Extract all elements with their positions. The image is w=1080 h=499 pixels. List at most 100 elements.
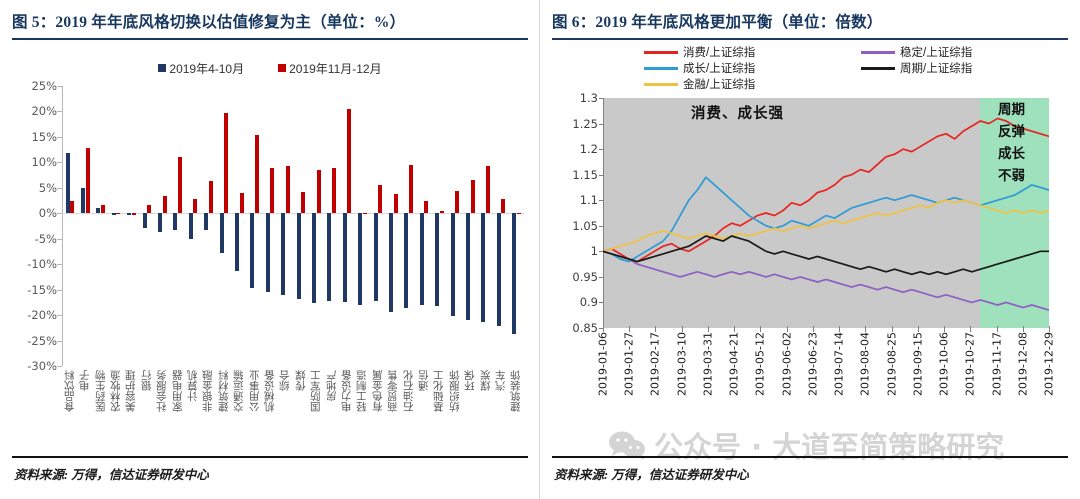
bar-red (285, 165, 290, 214)
y-tick-label: 0% (38, 206, 57, 221)
bar-blue (358, 213, 363, 306)
x-axis-label: 2019-04-21 (727, 332, 741, 396)
x-axis-label: 公用事业 (248, 370, 261, 412)
bar-blue (142, 213, 147, 229)
bar-red (408, 165, 413, 214)
y-tick-label: -30% (27, 359, 57, 373)
x-tick-mark (681, 326, 683, 332)
y-tick-label: -5% (34, 231, 57, 246)
x-axis-label: 2019-07-14 (832, 332, 846, 396)
bar-blue (419, 213, 424, 305)
x-axis-label: 2019-05-12 (753, 332, 767, 396)
x-tick-mark (786, 326, 788, 332)
figure-5-plot-area: 25% 20% 15% 10% 5% 0% -5% -10% -15% -20% -25% -30% (27, 79, 524, 373)
y-tick-mark (57, 340, 62, 342)
x-axis-label: 计算机 (186, 370, 199, 402)
bar-blue (173, 213, 178, 230)
x-axis-label: 电力设备 (340, 370, 353, 412)
bar-red (347, 108, 352, 214)
bar-red (501, 198, 506, 214)
watermark: 公众号 · 大道至简策略研究 (608, 424, 1004, 466)
bar-red (362, 213, 367, 215)
bar-blue (481, 213, 486, 322)
y-tick-mark (57, 187, 62, 189)
y-tick-label: 1.25 (572, 116, 598, 131)
y-tick-label: 1.1 (579, 193, 598, 208)
y-tick-mark (599, 98, 603, 99)
y-tick-label: -10% (27, 257, 57, 272)
x-axis-label: 机械设备 (263, 370, 276, 412)
x-tick-mark (865, 326, 867, 332)
y-tick-label: 0.95 (572, 269, 598, 284)
y-tick-label: -20% (27, 308, 57, 323)
figure-5-top-rule (12, 38, 528, 40)
legend-item-consumer: 消费/上证综指 (578, 44, 813, 60)
figure-5-x-axis-labels: 食品饮料 电子 医药生物 农林牧渔 美容护理 银行 社会服务 家用电器 计算机 非银金融 建筑材料交… (62, 370, 524, 466)
line-series: 消费/上证综指 (603, 118, 1049, 261)
figure-6-source: 资料来源: 万得，信达证券研发中心 (554, 468, 749, 482)
y-tick-mark (57, 264, 62, 266)
bar-red (516, 213, 521, 215)
y-tick-mark (599, 200, 603, 202)
bar-red (239, 192, 244, 214)
x-axis-label: 医药生物 (94, 370, 107, 412)
legend-swatch-blue (158, 64, 167, 72)
x-axis-label: 纺织服饰 (448, 370, 461, 412)
bar-blue (127, 213, 132, 215)
y-tick-label: 1.3 (579, 91, 598, 105)
x-axis-label: 2019-08-04 (858, 332, 872, 396)
line-series: 金融/上证综指 (603, 200, 1049, 251)
bar-red (85, 148, 90, 214)
zero-baseline (62, 213, 524, 215)
legend-item-stable: 稳定/上证综指 (819, 44, 1054, 60)
x-axis-label: 2019-10-27 (963, 332, 977, 396)
y-tick-label: 5% (38, 180, 57, 195)
bar-blue (234, 213, 239, 271)
annotation-cyclical-1: 周期 (998, 102, 1025, 118)
y-tick-mark (57, 366, 62, 367)
x-axis-label: 家用电器 (171, 370, 184, 412)
bar-blue (250, 213, 255, 289)
bar-red (70, 200, 75, 214)
x-axis-label: 汽车 (494, 370, 507, 391)
figure-6-legend: 消费/上证综指 稳定/上证综指 成长/上证综指 周期/上证综指 金融/上证综指 (578, 44, 1054, 92)
x-tick-mark (760, 326, 762, 332)
y-tick-mark (57, 315, 62, 317)
legend-line-black (861, 66, 895, 70)
grey-band (603, 98, 981, 328)
bar-blue (65, 152, 70, 214)
bar-blue (204, 213, 209, 231)
y-tick-label: 15% (31, 129, 57, 144)
x-axis-label: 煤炭 (479, 370, 492, 391)
legend-item-financial: 金融/上证综指 (578, 76, 813, 92)
bar-red (177, 157, 182, 214)
bar-red (162, 195, 167, 214)
figure-6-bottom-rule (552, 456, 1068, 458)
legend-item-2019-4-10: 2019年4-10月 (158, 60, 244, 77)
bar-red (424, 201, 429, 214)
x-tick-mark (1049, 326, 1050, 332)
x-axis-label: 2019-06-23 (806, 332, 820, 396)
x-axis-label: 2019-01-27 (622, 332, 636, 396)
y-tick-label: 0.9 (579, 295, 598, 310)
annotation-cyclical-2: 反弹 (998, 124, 1025, 140)
panel-divider (539, 0, 540, 499)
y-tick-mark (599, 149, 603, 151)
x-axis-label: 2019-08-25 (885, 332, 899, 396)
bar-blue (296, 213, 301, 299)
x-axis-label: 2019-02-17 (648, 332, 662, 396)
x-axis-label: 2019-06-02 (780, 332, 794, 396)
y-axis-line (62, 86, 63, 366)
legend-line-blue (644, 66, 678, 70)
bar-blue (80, 187, 85, 214)
y-tick-label: -25% (27, 333, 57, 348)
figure-6-top-rule (552, 38, 1068, 40)
y-tick-mark (57, 238, 62, 240)
legend-item-growth: 成长/上证综指 (578, 60, 813, 76)
bar-red (455, 190, 460, 214)
bar-blue (96, 208, 101, 214)
x-axis-label: 综合 (279, 370, 292, 391)
y-tick-label: 1.2 (579, 142, 598, 157)
annotation-growth-1: 成长 (998, 146, 1025, 162)
y-tick-label: 1.05 (572, 218, 598, 233)
